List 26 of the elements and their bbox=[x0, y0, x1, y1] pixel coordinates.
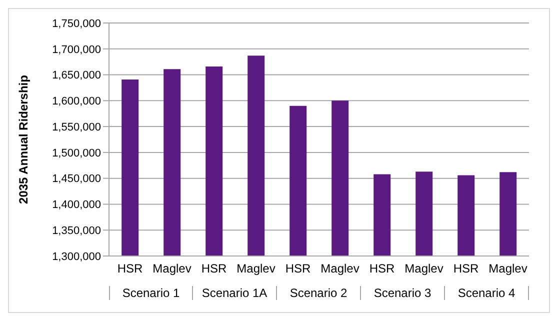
x-tick-label: HSR bbox=[369, 262, 395, 276]
text: Scenario 4 bbox=[445, 286, 529, 300]
y-tick-label: 1,550,000 bbox=[52, 121, 101, 134]
text: Scenario 1 bbox=[109, 286, 193, 300]
text: Scenario 3 bbox=[361, 286, 445, 300]
y-axis-title: 2035 Annual Ridership bbox=[16, 75, 30, 204]
y-tick-label: 1,650,000 bbox=[52, 70, 101, 82]
y-tick-label: 1,700,000 bbox=[52, 44, 101, 56]
x-tick-label: Maglev bbox=[488, 262, 528, 276]
x-tick-label: HSR bbox=[285, 262, 311, 276]
text: Scenario 1A bbox=[193, 286, 277, 300]
y-tick-label: 1,400,000 bbox=[52, 199, 101, 212]
y-tick-label: 1,350,000 bbox=[52, 225, 101, 238]
x-tick-label: Maglev bbox=[152, 262, 192, 276]
y-tick-label: 1,600,000 bbox=[52, 96, 101, 108]
y-tick-label: 1,450,000 bbox=[52, 173, 101, 186]
x-tick-label: Maglev bbox=[236, 262, 276, 276]
x-tick-label: HSR bbox=[117, 262, 143, 276]
text: Scenario 2 bbox=[277, 286, 361, 300]
x-tick-label: Maglev bbox=[320, 262, 360, 276]
y-tick-label: 1,500,000 bbox=[52, 147, 101, 160]
x-tick-label: Maglev bbox=[404, 262, 444, 276]
y-tick-label: 1,750,000 bbox=[52, 18, 101, 30]
y-tick-label: 1,300,000 bbox=[52, 250, 101, 263]
x-tick-label: HSR bbox=[453, 262, 479, 276]
x-tick-label: HSR bbox=[201, 262, 227, 276]
